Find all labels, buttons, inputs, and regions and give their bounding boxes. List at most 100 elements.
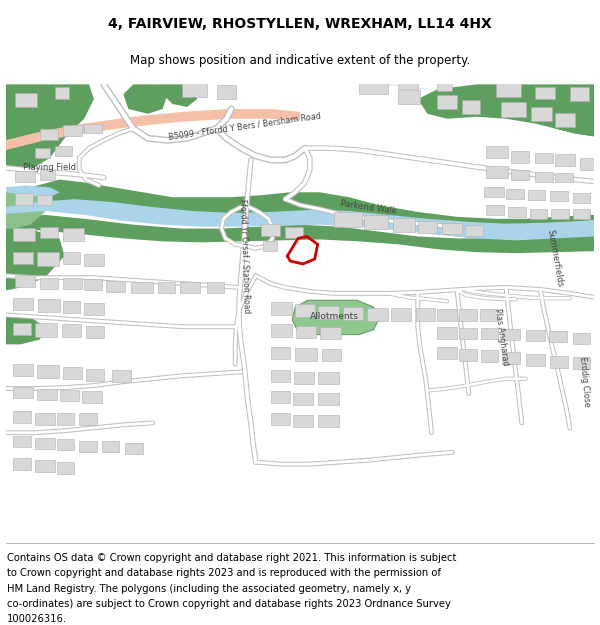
Bar <box>535 88 555 99</box>
Bar <box>207 282 224 293</box>
Bar <box>442 222 462 234</box>
Bar <box>570 88 589 101</box>
Bar <box>359 76 388 94</box>
Bar <box>13 411 31 423</box>
Bar <box>217 86 236 99</box>
Bar <box>511 151 529 163</box>
Bar <box>484 188 504 198</box>
Bar <box>56 462 74 474</box>
Bar <box>508 207 526 217</box>
Bar <box>55 146 73 156</box>
Bar <box>393 218 415 231</box>
Text: Parkend Walk: Parkend Walk <box>339 199 397 216</box>
Bar <box>555 154 575 166</box>
Bar <box>158 282 175 293</box>
Bar <box>271 370 290 382</box>
Bar <box>549 331 567 342</box>
Bar <box>16 193 33 205</box>
Bar <box>479 309 497 321</box>
Bar <box>16 171 35 182</box>
Bar <box>13 252 33 264</box>
Bar <box>462 100 479 114</box>
Bar <box>84 303 104 315</box>
Bar <box>13 364 33 376</box>
Polygon shape <box>5 109 300 150</box>
Bar <box>35 322 56 336</box>
Bar <box>550 356 568 368</box>
Bar <box>487 166 508 177</box>
Bar <box>62 367 82 379</box>
Text: B5099 - Ffordd Y Bers / Bersham Road: B5099 - Ffordd Y Bers / Bersham Road <box>167 111 321 142</box>
Text: HM Land Registry. The polygons (including the associated geometry, namely x, y: HM Land Registry. The polygons (includin… <box>7 584 411 594</box>
Bar <box>112 370 131 382</box>
Polygon shape <box>5 229 65 291</box>
Bar <box>343 307 363 320</box>
Polygon shape <box>5 84 94 172</box>
Bar <box>555 113 575 127</box>
Bar <box>35 148 50 158</box>
Bar <box>79 441 97 452</box>
Bar <box>84 124 102 133</box>
Bar <box>35 460 55 472</box>
Bar <box>271 413 290 425</box>
Bar <box>16 275 35 288</box>
Bar <box>294 372 314 384</box>
Polygon shape <box>124 84 167 114</box>
Bar <box>62 324 81 336</box>
Bar <box>526 329 545 341</box>
Bar <box>131 282 153 293</box>
Bar <box>367 308 388 321</box>
Bar <box>459 328 476 339</box>
Bar <box>13 436 31 447</box>
Text: Playing Field: Playing Field <box>23 163 76 172</box>
Bar <box>511 170 529 179</box>
Bar <box>550 191 568 201</box>
Bar <box>459 349 476 361</box>
Bar <box>271 324 292 336</box>
Bar <box>182 82 207 97</box>
Bar <box>13 387 33 398</box>
Text: Ffordd Yr Orsaf / Station Road: Ffordd Yr Orsaf / Station Road <box>239 199 251 313</box>
Bar <box>37 389 56 401</box>
Bar <box>55 88 70 99</box>
Bar <box>16 93 37 107</box>
Bar <box>40 170 55 179</box>
Text: Erddig Close: Erddig Close <box>578 356 591 407</box>
Bar <box>317 306 339 319</box>
Bar <box>487 146 508 158</box>
Bar <box>502 352 520 364</box>
Polygon shape <box>5 315 45 344</box>
Bar <box>296 326 316 338</box>
Text: 4, FAIRVIEW, RHOSTYLLEN, WREXHAM, LL14 4HX: 4, FAIRVIEW, RHOSTYLLEN, WREXHAM, LL14 4… <box>108 17 492 31</box>
Bar <box>35 438 55 449</box>
Bar <box>102 441 119 452</box>
Bar <box>334 212 362 227</box>
Bar <box>398 76 418 89</box>
Text: Contains OS data © Crown copyright and database right 2021. This information is : Contains OS data © Crown copyright and d… <box>7 553 457 563</box>
Text: co-ordinates) are subject to Crown copyright and database rights 2023 Ordnance S: co-ordinates) are subject to Crown copyr… <box>7 599 451 609</box>
Bar <box>535 172 553 181</box>
Bar <box>62 124 82 136</box>
Bar <box>391 308 411 321</box>
Bar <box>56 413 74 425</box>
Bar <box>40 227 58 238</box>
Bar <box>293 394 313 405</box>
Bar <box>62 252 80 264</box>
Bar <box>551 209 569 219</box>
Bar <box>459 309 476 321</box>
Bar <box>418 221 437 232</box>
Bar <box>13 458 31 470</box>
Polygon shape <box>5 215 595 253</box>
Bar <box>320 327 341 339</box>
Bar <box>271 302 292 315</box>
Bar <box>62 228 84 241</box>
Bar <box>62 301 80 313</box>
Polygon shape <box>292 300 379 334</box>
Bar <box>86 369 104 381</box>
Bar <box>573 193 590 203</box>
Bar <box>40 278 58 289</box>
Bar <box>322 349 341 361</box>
Bar <box>82 391 102 403</box>
Bar <box>437 327 457 339</box>
Bar <box>317 415 339 427</box>
